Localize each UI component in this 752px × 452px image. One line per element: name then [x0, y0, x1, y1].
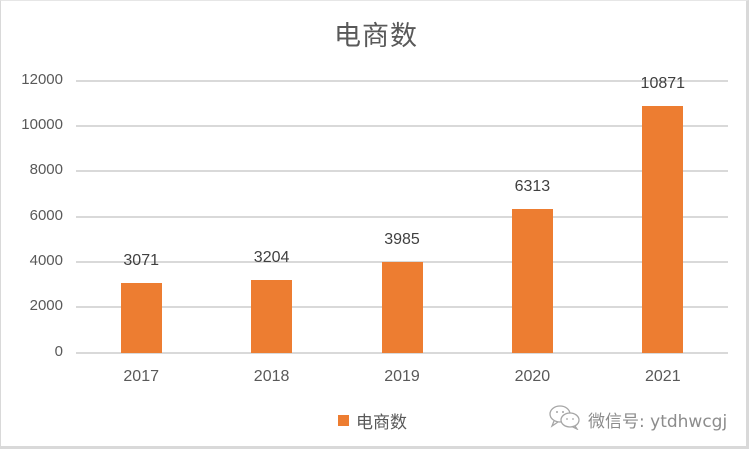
legend-label: 电商数 [356, 413, 407, 433]
gridline-8000 [76, 170, 728, 172]
gridline-12000 [76, 80, 728, 82]
data-label: 3985 [384, 231, 420, 249]
gridline-6000 [76, 216, 728, 218]
x-tick-label: 2021 [645, 368, 681, 385]
legend[interactable]: 电商数 [338, 408, 407, 433]
gridline-4000 [76, 261, 728, 263]
chart-title: 电商数 [334, 21, 418, 52]
y-tick-label: 0 [54, 343, 63, 360]
data-label: 3204 [253, 249, 290, 267]
watermark: 微信号: ytdhwcgj [548, 404, 727, 435]
legend-swatch [338, 415, 349, 426]
y-tick-label: 12000 [21, 71, 63, 88]
watermark-text: 微信号: ytdhwcgj [588, 412, 728, 432]
y-tick-label: 4000 [29, 252, 63, 269]
data-label: 6313 [514, 178, 551, 196]
y-tick-label: 6000 [29, 207, 63, 224]
bar-2019[interactable] [381, 262, 423, 353]
bar-2017[interactable] [120, 283, 162, 353]
y-tick-label: 10000 [21, 116, 63, 133]
x-tick-label: 2020 [514, 368, 551, 385]
x-axis-line [76, 352, 728, 354]
x-tick-label: 2019 [384, 368, 420, 385]
y-tick-label: 2000 [29, 297, 63, 314]
bar-2018[interactable] [251, 280, 293, 353]
x-tick-label: 2017 [123, 368, 159, 385]
wechat-icon [548, 404, 582, 435]
bar-2021[interactable] [642, 105, 684, 353]
x-tick-label: 2018 [253, 368, 290, 385]
data-label: 10871 [640, 74, 686, 92]
data-label: 3071 [123, 252, 159, 270]
gridline-10000 [76, 125, 728, 127]
y-tick-label: 8000 [29, 161, 63, 178]
bar-2020[interactable] [511, 209, 553, 353]
